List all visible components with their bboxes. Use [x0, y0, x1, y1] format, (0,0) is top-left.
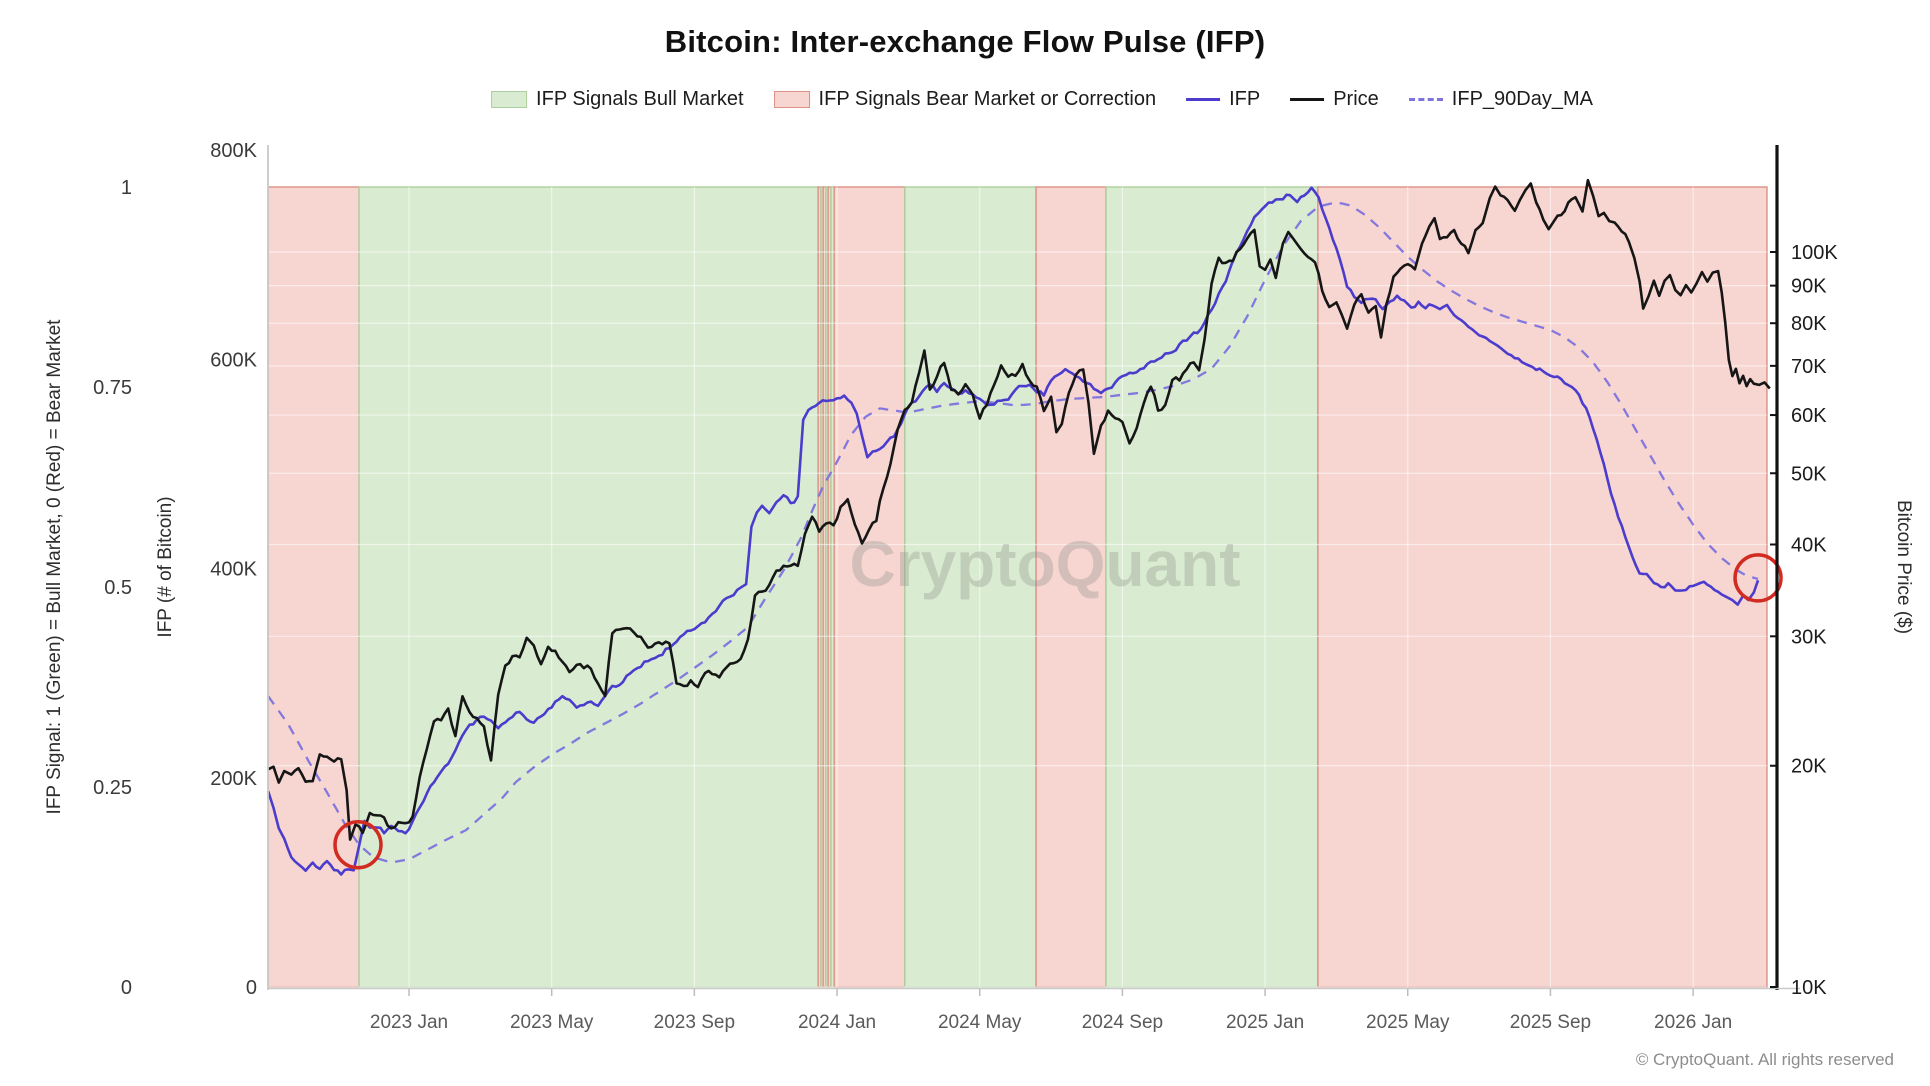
ifp-tick-label: 600K [210, 349, 257, 371]
signal-tick-label: 1 [121, 177, 132, 199]
legend-item-bear[interactable]: IFP Signals Bear Market or Correction [773, 88, 1157, 111]
x-tick-label: 2023 Jan [370, 1012, 448, 1033]
legend-item-ifp[interactable]: IFP [1186, 88, 1260, 111]
signal-band-bull [1105, 186, 1319, 988]
legend-item-bull[interactable]: IFP Signals Bull Market [491, 88, 744, 111]
plot-area[interactable] [268, 145, 1777, 987]
x-tick-label: 2023 May [510, 1012, 594, 1033]
x-tick-label: 2025 Sep [1510, 1012, 1591, 1033]
signal-band-bear [1035, 186, 1107, 988]
price-tick-label: 60K [1791, 405, 1827, 427]
x-tick-label: 2024 Jan [798, 1012, 876, 1033]
signal-tick-label: 0 [121, 977, 132, 999]
chart-title: Bitcoin: Inter-exchange Flow Pulse (IFP) [664, 24, 1266, 59]
price-swatch-icon [1290, 98, 1325, 101]
x-tick-label: 2025 May [1366, 1012, 1450, 1033]
signal-band-bull [904, 186, 1037, 988]
ifp-tick-label: 200K [210, 768, 257, 790]
chart-legend: IFP Signals Bull Market IFP Signals Bear … [491, 88, 1593, 111]
price-line [267, 178, 1771, 841]
ifp-swatch-icon [1186, 98, 1221, 101]
legend-label: IFP [1229, 88, 1261, 110]
legend-label: IFP_90Day_MA [1451, 88, 1593, 110]
ifp-tick-label: 800K [210, 140, 257, 162]
x-tick-label: 2023 Sep [654, 1012, 735, 1033]
legend-label: IFP Signals Bear Market or Correction [818, 88, 1157, 110]
signal-axis-title: IFP Signal: 1 (Green) = Bull Market, 0 (… [44, 319, 65, 815]
signal-band-bear [267, 186, 360, 988]
annotation-circle [333, 819, 383, 870]
x-tick-label: 2026 Jan [1654, 1012, 1732, 1033]
signal-tick-label: 0.25 [93, 777, 132, 799]
price-tick-label: 80K [1791, 313, 1827, 335]
copyright-notice: © CryptoQuant. All rights reserved [1635, 1050, 1894, 1069]
bear-swatch-icon [773, 91, 810, 108]
legend-label: IFP Signals Bull Market [536, 88, 744, 110]
legend-label: Price [1333, 88, 1379, 110]
legend-item-ma[interactable]: IFP_90Day_MA [1408, 88, 1593, 111]
price-tick-label: 70K [1791, 356, 1827, 378]
price-tick-label: 90K [1791, 276, 1827, 298]
ifp-axis-title: IFP (# of Bitcoin) [155, 496, 176, 638]
price-axis-title: Bitcoin Price ($) [1893, 499, 1914, 635]
signal-tick-label: 0.75 [93, 377, 132, 399]
watermark: CryptoQuant [849, 528, 1240, 600]
signal-tick-label: 0.5 [104, 577, 132, 599]
price-tick-label: 10K [1791, 977, 1827, 999]
x-tick-label: 2024 May [938, 1012, 1022, 1033]
x-tick-label: 2025 Jan [1226, 1012, 1304, 1033]
ma-swatch-icon [1408, 98, 1443, 101]
annotation-circle [1733, 553, 1783, 603]
price-tick-label: 100K [1791, 242, 1838, 264]
price-tick-label: 20K [1791, 756, 1827, 778]
price-tick-label: 30K [1791, 626, 1827, 648]
price-tick-label: 40K [1791, 534, 1827, 556]
x-tick-label: 2024 Sep [1082, 1012, 1163, 1033]
price-tick-label: 50K [1791, 463, 1827, 485]
bull-swatch-icon [491, 91, 528, 108]
ifp-line [266, 186, 1760, 876]
legend-item-price[interactable]: Price [1290, 88, 1379, 111]
ifp-tick-label: 400K [210, 559, 257, 581]
ifp-tick-label: 0 [246, 977, 257, 999]
